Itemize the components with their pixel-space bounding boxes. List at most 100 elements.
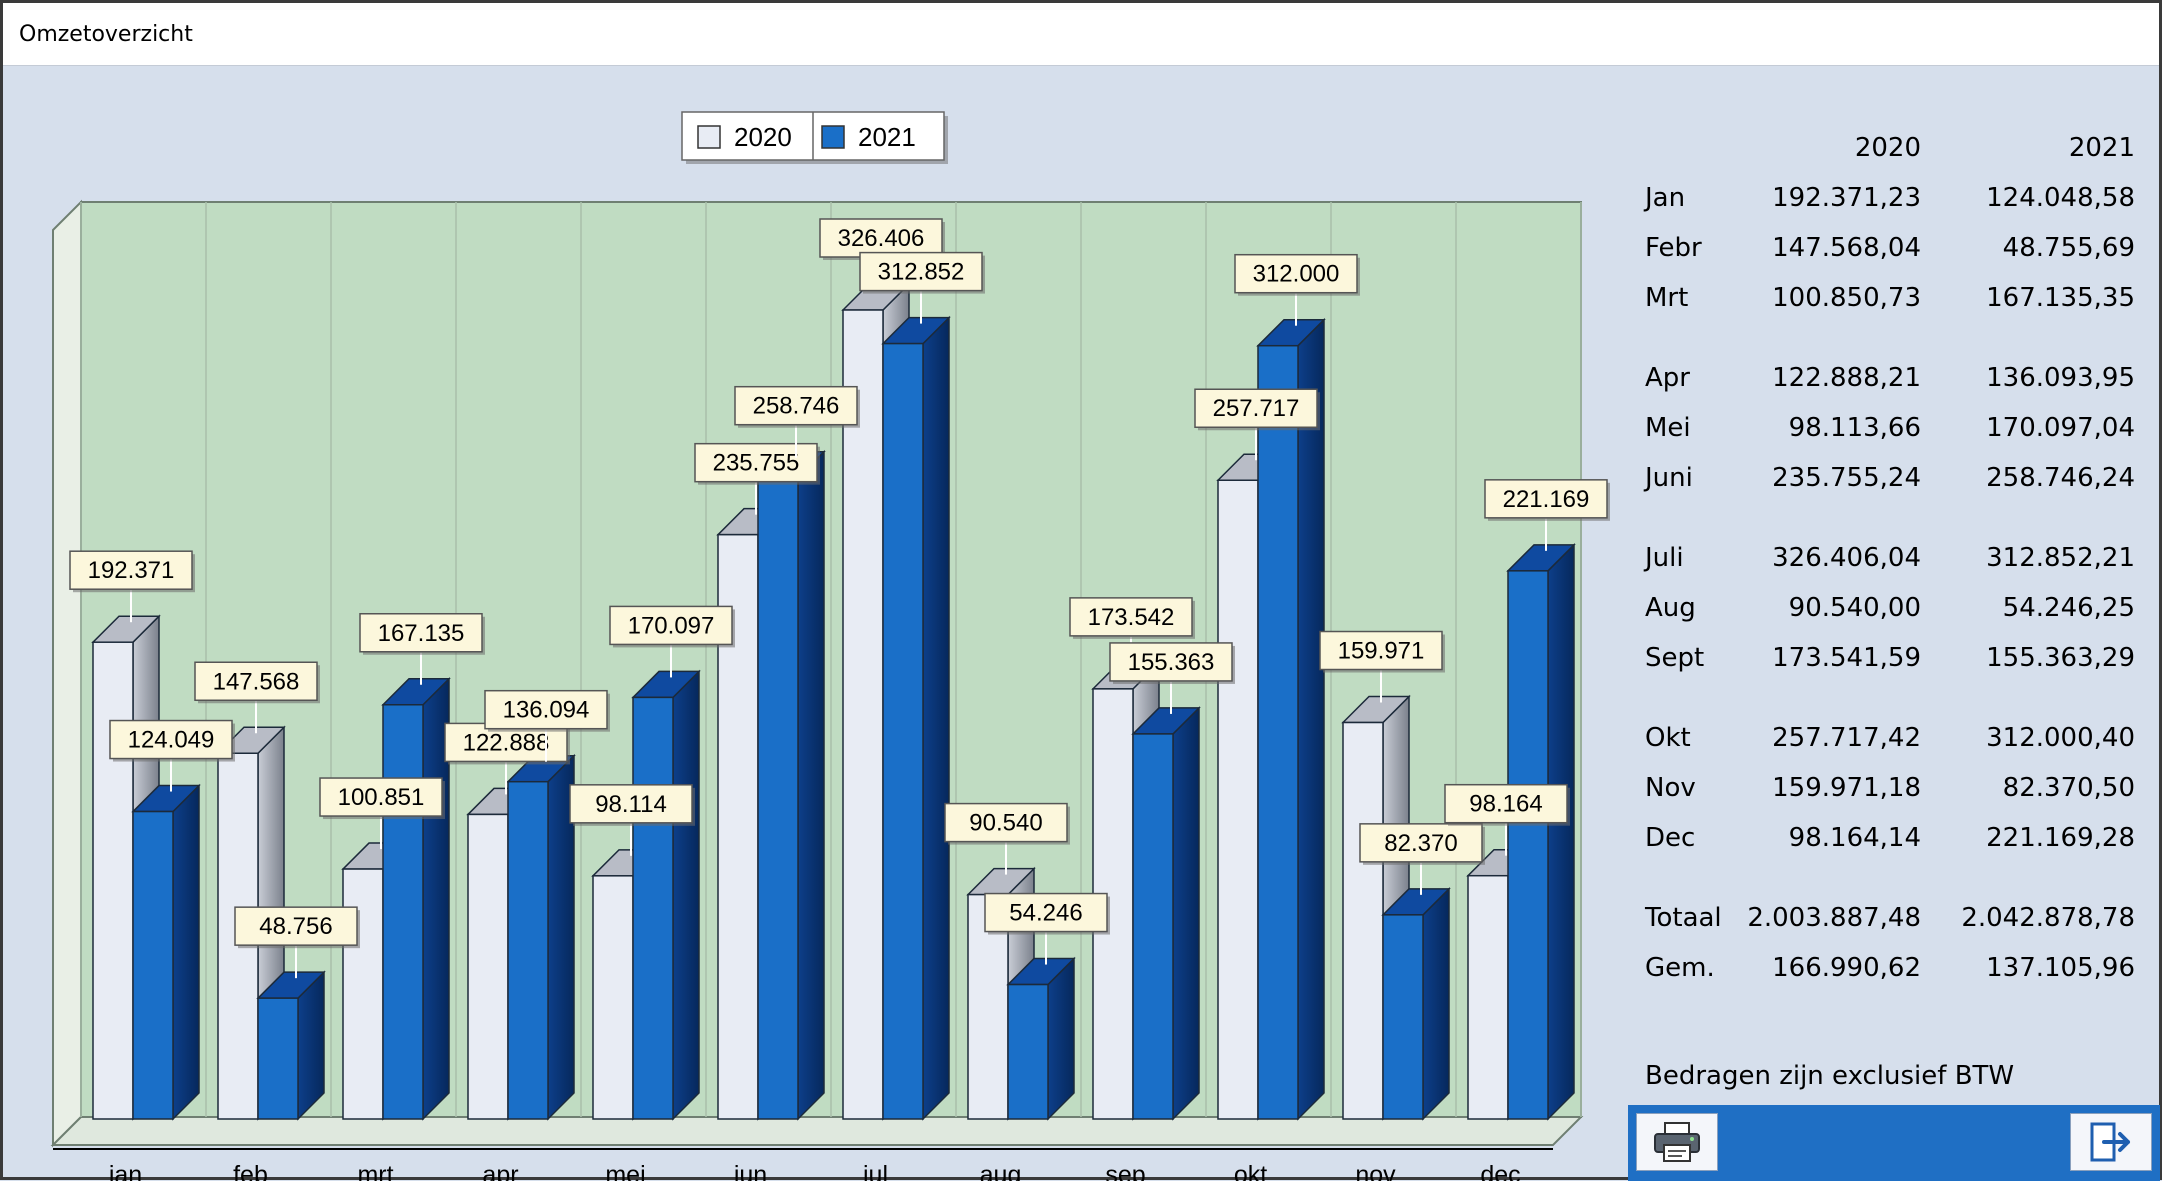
table-header-2020: 2020 — [1854, 133, 1921, 163]
value-2020: 122.888,21 — [1772, 363, 1921, 393]
data-label-2021-jul-text: 312.852 — [878, 259, 965, 286]
data-label-2020-mrt: 100.851 — [319, 777, 445, 820]
vat-note: Bedragen zijn exclusief BTW — [1645, 1061, 2015, 1091]
data-label-2021-jan: 124.049 — [109, 719, 235, 762]
value-2020: 235.755,24 — [1772, 463, 1921, 493]
data-label-2020-mrt-text: 100.851 — [338, 784, 425, 811]
data-label-2020-okt-text: 257.717 — [1213, 395, 1300, 422]
x-tick-label: dec — [1480, 1161, 1520, 1181]
data-label-2020-dec-text: 98.164 — [1469, 791, 1542, 818]
print-button[interactable] — [1636, 1113, 1718, 1171]
value-2020: 166.990,62 — [1772, 953, 1921, 983]
data-label-2021-mrt: 167.135 — [359, 613, 485, 655]
table-average-row: Gem. 166.990,62 137.105,96 — [1643, 953, 2143, 1003]
data-label-2020-dec: 98.164 — [1444, 783, 1570, 826]
bar-2021-dec — [1506, 543, 1576, 1121]
value-2021: 137.105,96 — [1986, 953, 2135, 983]
data-label-2021-sep: 155.363 — [1109, 642, 1235, 684]
data-label-2021-okt-text: 312.000 — [1253, 261, 1340, 288]
table-row: Febr 147.568,04 48.755,69 — [1643, 233, 2143, 283]
value-2020: 2.003.887,48 — [1747, 903, 1921, 933]
bar-2021-jul — [881, 315, 951, 1121]
table-row: Apr 122.888,21 136.093,95 — [1643, 363, 2143, 413]
title-bar: Omzetoverzicht — [3, 3, 2159, 66]
data-label-2020-nov-text: 159.971 — [1338, 638, 1425, 665]
month-label: Jan — [1645, 183, 1686, 213]
data-label-2020-jul-text: 326.406 — [838, 225, 925, 252]
exit-button[interactable] — [2070, 1113, 2152, 1171]
table-row: Juni 235.755,24 258.746,24 — [1643, 463, 2143, 513]
data-label-2021-feb-text: 48.756 — [259, 913, 332, 940]
data-label-2021-apr-text: 136.094 — [503, 697, 590, 724]
table-row: Okt 257.717,42 312.000,40 — [1643, 723, 2143, 773]
table-row: Sept 173.541,59 155.363,29 — [1643, 643, 2143, 693]
table-row: Nov 159.971,18 82.370,50 — [1643, 773, 2143, 823]
month-label: Apr — [1645, 363, 1690, 393]
legend-label-2020: 2020 — [734, 122, 792, 152]
data-label-2021-feb: 48.756 — [234, 906, 360, 949]
month-label: Juni — [1645, 463, 1693, 493]
legend-swatch-2020 — [697, 125, 721, 149]
value-2021: 258.746,24 — [1986, 463, 2135, 493]
bar-2021-mei — [631, 669, 701, 1121]
table-row: Dec 98.164,14 221.169,28 — [1643, 823, 2143, 873]
plot-left-wall — [52, 199, 82, 1148]
table-row: Mei 98.113,66 170.097,04 — [1643, 413, 2143, 463]
month-label: Dec — [1645, 823, 1696, 853]
value-2020: 147.568,04 — [1772, 233, 1921, 263]
month-label: Juli — [1645, 543, 1684, 573]
data-label-2020-jan: 192.371 — [69, 550, 195, 593]
data-label-2020-jun-text: 235.755 — [713, 450, 800, 477]
x-tick-label: mrt — [357, 1161, 393, 1181]
plot-floor — [50, 1116, 1584, 1146]
month-label: Okt — [1645, 723, 1691, 753]
data-label-2021-jan-text: 124.049 — [128, 727, 215, 754]
table-total-row: Totaal 2.003.887,48 2.042.878,78 — [1643, 903, 2143, 953]
printer-icon — [1654, 1122, 1700, 1162]
value-2021: 170.097,04 — [1986, 413, 2135, 443]
data-label-2020-nov: 159.971 — [1319, 630, 1445, 673]
table-header-2021: 2021 — [2068, 133, 2135, 163]
table-row: Aug 90.540,00 54.246,25 — [1643, 593, 2143, 643]
month-label: Aug — [1645, 593, 1696, 623]
value-2021: 155.363,29 — [1986, 643, 2135, 673]
bar-2021-jun — [756, 449, 826, 1121]
data-label-2021-nov-text: 82.370 — [1384, 830, 1457, 857]
month-label: Mei — [1645, 413, 1691, 443]
data-label-2021-aug: 54.246 — [984, 892, 1110, 935]
data-label-2020-feb-text: 147.568 — [213, 668, 300, 695]
value-2021: 48.755,69 — [2002, 233, 2135, 263]
x-tick-label: jul — [862, 1161, 888, 1181]
data-label-2021-nov: 82.370 — [1359, 823, 1485, 865]
bar-2021-nov — [1381, 887, 1451, 1121]
data-label-2020-jan-text: 192.371 — [88, 557, 175, 584]
bar-2021-feb — [256, 970, 326, 1121]
value-2020: 159.971,18 — [1772, 773, 1921, 803]
data-label-2020-feb: 147.568 — [194, 661, 320, 704]
value-2020: 173.541,59 — [1772, 643, 1921, 673]
x-tick-label: mei — [605, 1161, 645, 1181]
table-row: Mrt 100.850,73 167.135,35 — [1643, 283, 2143, 333]
value-2020: 100.850,73 — [1772, 283, 1921, 313]
data-label-2021-sep-text: 155.363 — [1128, 649, 1215, 676]
data-label-2021-jul: 312.852 — [859, 251, 985, 294]
value-2020: 192.371,23 — [1772, 183, 1921, 213]
x-tick-label: feb — [233, 1161, 268, 1181]
value-2021: 221.169,28 — [1986, 823, 2135, 853]
value-2021: 312.000,40 — [1986, 723, 2135, 753]
data-label-2021-jun-text: 258.746 — [753, 393, 840, 420]
bar-2021-apr — [506, 753, 576, 1121]
data-label-2021-dec: 221.169 — [1484, 479, 1610, 521]
value-2020: 98.164,14 — [1788, 823, 1921, 853]
x-tick-label: sep — [1105, 1161, 1145, 1181]
data-label-2021-mei: 170.097 — [609, 605, 735, 648]
button-bar — [1628, 1105, 2160, 1181]
value-2021: 2.042.878,78 — [1961, 903, 2135, 933]
month-label: Sept — [1645, 643, 1705, 673]
data-label-2020-mei-text: 98.114 — [595, 791, 667, 818]
legend: 2020 2021 — [681, 111, 948, 164]
data-label-2021-jun: 258.746 — [734, 385, 860, 428]
data-label-2020-sep: 173.542 — [1069, 597, 1195, 639]
data-label-2021-mrt-text: 167.135 — [378, 620, 465, 647]
data-label-2021-apr: 136.094 — [484, 689, 610, 732]
